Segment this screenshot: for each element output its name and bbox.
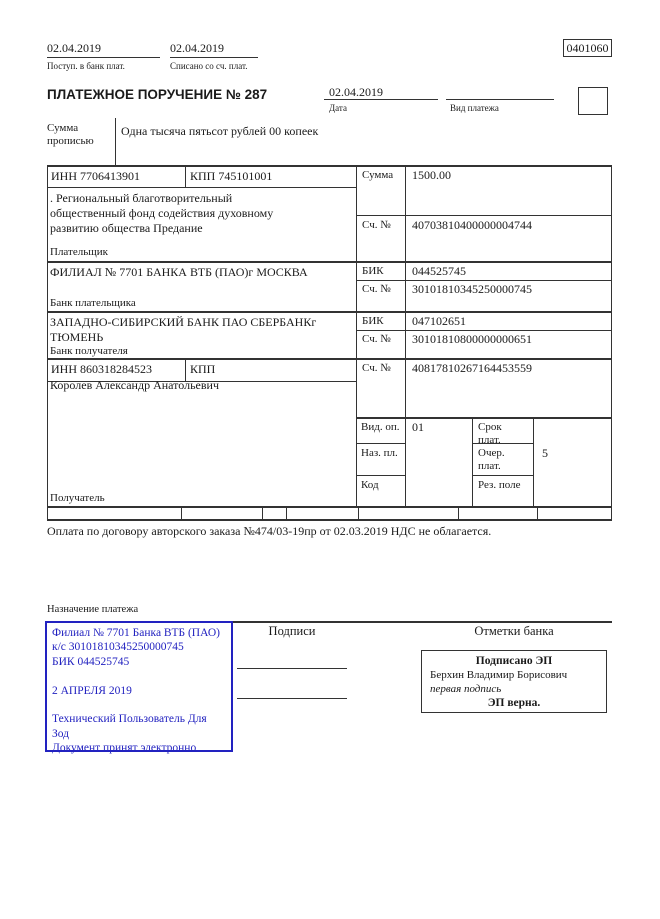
priority-value: 5: [542, 446, 548, 460]
divider-line: [324, 99, 438, 100]
payment-kind-checkbox: [578, 87, 608, 115]
payee-bank-bik: 047102651: [412, 314, 466, 328]
amount-value: 1500.00: [412, 168, 451, 182]
e-signature-kind: первая подпись: [430, 683, 502, 695]
payer-bank-account-label: Сч. №: [362, 283, 391, 295]
divider-line: [47, 187, 356, 188]
payer-bank-bik-label: БИК: [362, 265, 384, 277]
signature-line: [237, 698, 347, 699]
divider-line: [185, 358, 186, 381]
received-in-bank-label: Поступ. в банк плат.: [47, 61, 125, 71]
form-code-box: 0401060: [563, 39, 612, 57]
divider-line: [611, 165, 612, 521]
pay-term-label: Срок плат.: [478, 421, 502, 446]
amount-label: Сумма: [362, 169, 394, 181]
divider-line: [358, 506, 359, 519]
payer-bank-account: 30101810345250000745: [412, 282, 532, 296]
payee-bank-bik-label: БИК: [362, 315, 384, 327]
payee-account-label: Сч. №: [362, 362, 391, 374]
divider-line: [47, 358, 612, 360]
e-signature-stamp-title: Подписано ЭП: [475, 655, 553, 667]
e-signature-stamp: Подписано ЭП Берхин Владимир Борисович п…: [421, 650, 607, 713]
e-signature-signer-name: Берхин Владимир Борисович: [430, 669, 568, 681]
divider-line: [533, 417, 534, 506]
date-label: Дата: [329, 103, 347, 113]
payer-kpp: КПП 745101001: [190, 169, 273, 183]
divider-line: [170, 57, 258, 58]
divider-line: [472, 417, 473, 506]
divider-line: [115, 118, 116, 165]
payee-bank-name: ЗАПАДНО-СИБИРСКИЙ БАНК ПАО СБЕРБАНКг ТЮМ…: [50, 315, 317, 344]
divider-line: [356, 443, 405, 444]
divider-line: [458, 506, 459, 519]
signatures-label: Подписи: [268, 624, 316, 638]
payee-bank-account: 30101810800000000651: [412, 332, 532, 346]
form-code: 0401060: [566, 40, 609, 55]
divider-line: [537, 506, 538, 519]
divider-line: [472, 443, 533, 444]
signature-line: [237, 668, 347, 669]
divider-line: [185, 165, 186, 187]
divider-line: [181, 506, 182, 519]
divider-line: [356, 330, 612, 331]
priority-label: Очер. плат.: [478, 447, 505, 472]
e-signature-status: ЭП верна.: [487, 697, 541, 709]
pay-purpose-label: Наз. пл.: [361, 447, 398, 459]
divider-line: [446, 99, 554, 100]
payer-inn: ИНН 7706413901: [51, 169, 140, 183]
payer-section-label: Плательщик: [50, 246, 108, 258]
divider-line: [356, 417, 612, 419]
op-kind-value: 01: [412, 420, 424, 434]
payer-bank-section-label: Банк плательщика: [50, 297, 136, 309]
amount-in-words-label: Сумма прописью: [47, 122, 94, 147]
payee-kpp: КПП: [190, 362, 216, 376]
code-label: Код: [361, 479, 379, 491]
payee-section-label: Получатель: [50, 492, 105, 504]
divider-line: [356, 280, 612, 281]
payee-bank-account-label: Сч. №: [362, 333, 391, 345]
divider-line: [47, 621, 612, 623]
divider-line: [356, 475, 405, 476]
divider-line: [47, 57, 160, 58]
debited-from-account-date: 02.04.2019: [170, 41, 224, 55]
divider-line: [405, 165, 406, 506]
payer-bank-bik: 044525745: [412, 264, 466, 278]
payer-bank-name: ФИЛИАЛ № 7701 БАНКА ВТБ (ПАО)г МОСКВА: [50, 265, 308, 279]
divider-line: [47, 311, 612, 313]
divider-line: [47, 261, 612, 263]
received-in-bank-date: 02.04.2019: [47, 41, 101, 55]
document-date: 02.04.2019: [329, 85, 383, 99]
divider-line: [356, 165, 357, 506]
payee-inn: ИНН 860318284523: [51, 362, 152, 376]
divider-line: [47, 519, 612, 521]
payer-account-label: Сч. №: [362, 219, 391, 231]
divider-line: [472, 475, 533, 476]
divider-line: [286, 506, 287, 519]
payee-account: 40817810267164453559: [412, 361, 532, 375]
divider-line: [47, 506, 612, 508]
payer-account: 40703810400000004744: [412, 218, 532, 232]
debited-from-account-label: Списано со сч. плат.: [170, 61, 248, 71]
payee-name: Королев Александр Анатольевич: [50, 378, 220, 392]
op-kind-label: Вид. оп.: [361, 421, 400, 433]
bank-marks-label: Отметки банка: [474, 624, 554, 638]
payment-purpose-text: Оплата по договору авторского заказа №47…: [47, 524, 492, 538]
divider-line: [47, 381, 356, 382]
divider-line: [47, 165, 48, 521]
payer-name: . Региональный благотворительный обществ…: [50, 191, 274, 235]
divider-line: [262, 506, 263, 519]
document-title: ПЛАТЕЖНОЕ ПОРУЧЕНИЕ № 287: [47, 87, 268, 102]
divider-line: [356, 215, 612, 216]
payee-bank-section-label: Банк получателя: [50, 345, 128, 357]
bank-electronic-stamp: Филиал № 7701 Банка ВТБ (ПАО) к/с 301018…: [45, 621, 233, 754]
payment-purpose-label: Назначение платежа: [47, 604, 139, 615]
reserve-field-label: Рез. поле: [478, 479, 521, 491]
amount-in-words-value: Одна тысяча пятьсот рублей 00 копеек: [121, 124, 319, 138]
payment-kind-label: Вид платежа: [450, 103, 499, 113]
divider-line: [47, 165, 612, 167]
